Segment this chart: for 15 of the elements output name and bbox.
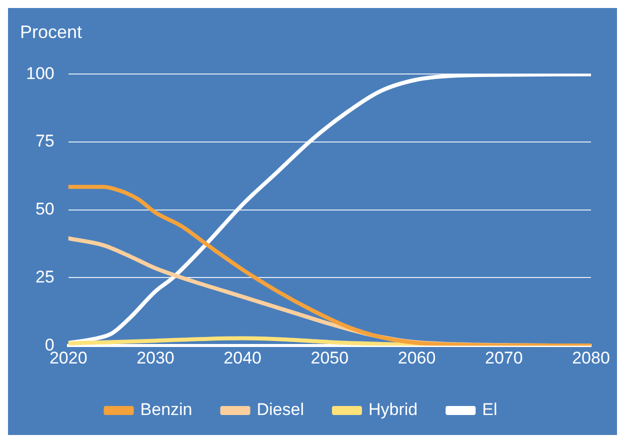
y-tick-label: 25 xyxy=(35,267,54,286)
x-tick-label: 2060 xyxy=(398,348,436,368)
y-tick-label: 75 xyxy=(35,132,54,151)
legend-label: Benzin xyxy=(140,400,192,420)
x-tick-label: 2040 xyxy=(224,348,262,368)
y-axis-title: Procent xyxy=(20,22,82,43)
x-tick-label: 2080 xyxy=(572,348,610,368)
y-tick-label: 100 xyxy=(26,64,54,83)
x-tick-label: 2030 xyxy=(136,348,174,368)
legend-label: Diesel xyxy=(256,400,304,420)
x-tick-label: 2070 xyxy=(484,348,523,368)
legend-label: Hybrid xyxy=(368,400,418,420)
legend-label: El xyxy=(482,400,498,420)
y-tick-label: 50 xyxy=(35,200,54,219)
x-tick-label: 2050 xyxy=(310,348,349,368)
